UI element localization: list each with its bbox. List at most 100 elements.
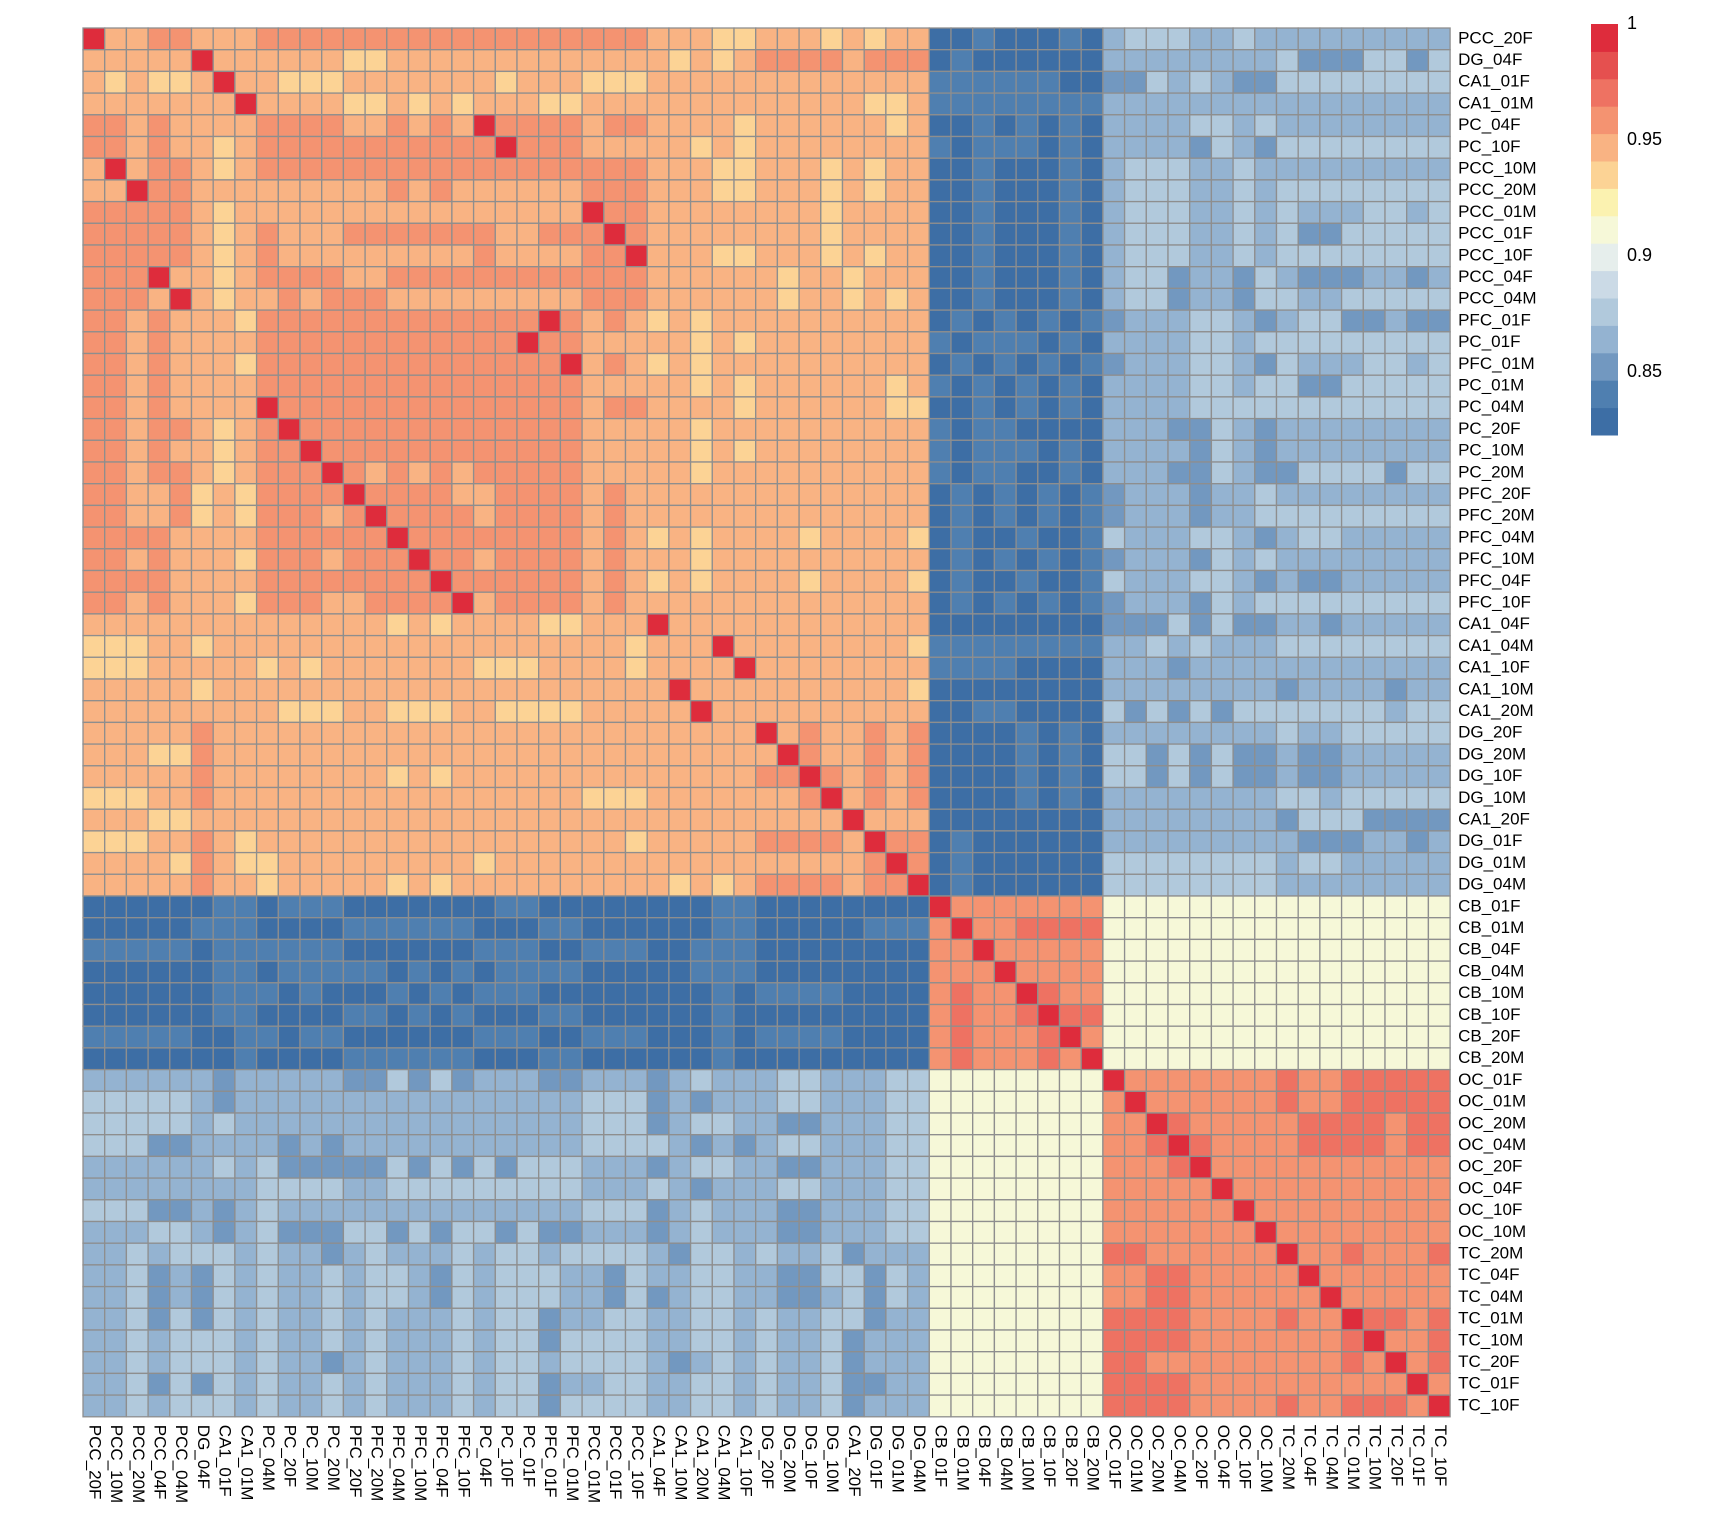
heatmap-cell: [603, 200, 627, 224]
heatmap-cell: [1102, 179, 1126, 203]
heatmap-cell: [342, 417, 366, 441]
heatmap-cell: [1384, 1003, 1408, 1027]
heatmap-cell: [407, 1329, 431, 1353]
heatmap-cell: [1254, 92, 1278, 116]
heatmap-cell: [1080, 938, 1104, 962]
heatmap-cell: [82, 1068, 106, 1092]
heatmap-cell: [82, 591, 106, 615]
heatmap-cell: [668, 1025, 692, 1049]
heatmap-cell: [798, 179, 822, 203]
heatmap-cell: [1037, 1112, 1061, 1136]
heatmap-cell: [1427, 569, 1451, 593]
heatmap-cell: [1319, 417, 1343, 441]
heatmap-cell: [255, 700, 279, 724]
heatmap-cell: [755, 352, 779, 376]
heatmap-cell: [1427, 92, 1451, 116]
heatmap-cell: [1406, 461, 1430, 485]
heatmap-cell: [1210, 417, 1234, 441]
heatmap-cell: [559, 1134, 583, 1158]
heatmap-cell: [906, 1264, 930, 1288]
heatmap-cell: [993, 157, 1017, 181]
heatmap-cell: [841, 439, 865, 463]
heatmap-cell: [125, 678, 149, 702]
heatmap-cell: [1210, 591, 1234, 615]
heatmap-cell: [364, 938, 388, 962]
heatmap-cell: [1037, 808, 1061, 832]
heatmap-cell: [1406, 1351, 1430, 1375]
heatmap-cell: [125, 461, 149, 485]
heatmap-cell: [1102, 1199, 1126, 1223]
heatmap-cell: [364, 114, 388, 138]
heatmap-cell: [1275, 331, 1299, 355]
heatmap-cell: [798, 1199, 822, 1223]
heatmap-cell: [1406, 569, 1430, 593]
heatmap-cell: [277, 786, 301, 810]
heatmap-cell: [321, 1264, 345, 1288]
heatmap-cell: [1037, 1264, 1061, 1288]
heatmap-cell: [798, 873, 822, 897]
heatmap-cell: [581, 938, 605, 962]
heatmap-cell: [342, 1307, 366, 1331]
heatmap-cell: [386, 1068, 410, 1092]
heatmap-cell: [1297, 222, 1321, 246]
heatmap-cell: [906, 222, 930, 246]
heatmap-cell: [1427, 1329, 1451, 1353]
heatmap-cell: [1384, 157, 1408, 181]
heatmap-cell: [277, 1155, 301, 1179]
heatmap-cell: [841, 287, 865, 311]
heatmap-cell: [190, 808, 214, 832]
heatmap-cell: [972, 396, 996, 420]
heatmap-cell: [321, 309, 345, 333]
heatmap-cell: [798, 287, 822, 311]
heatmap-cell: [1254, 461, 1278, 485]
heatmap-cell: [1362, 678, 1386, 702]
heatmap-cell: [407, 765, 431, 789]
heatmap-cell: [906, 1047, 930, 1071]
heatmap-cell: [689, 417, 713, 441]
heatmap-cell: [559, 27, 583, 51]
heatmap-cell: [689, 70, 713, 94]
heatmap-cell: [125, 613, 149, 637]
heatmap-cell: [255, 1112, 279, 1136]
heatmap-cell: [538, 49, 562, 73]
heatmap-cell: [928, 396, 952, 420]
heatmap-cell: [407, 374, 431, 398]
heatmap-cell: [1145, 1285, 1169, 1309]
heatmap-cell: [407, 352, 431, 376]
heatmap-cell: [711, 960, 735, 984]
heatmap-cell: [342, 244, 366, 268]
heatmap-cell: [1189, 873, 1213, 897]
heatmap-cell: [1362, 1025, 1386, 1049]
heatmap-cell: [82, 1394, 106, 1418]
heatmap-cell: [1015, 374, 1039, 398]
heatmap-cell: [1384, 70, 1408, 94]
heatmap-cell: [342, 309, 366, 333]
heatmap-cell: [277, 287, 301, 311]
heatmap-cell: [711, 287, 735, 311]
heatmap-cell: [277, 49, 301, 73]
heatmap-cell: [1189, 92, 1213, 116]
heatmap-cell: [472, 114, 496, 138]
heatmap-cell: [407, 1372, 431, 1396]
heatmap-cell: [733, 569, 757, 593]
heatmap-cell: [928, 49, 952, 73]
heatmap-cell: [277, 808, 301, 832]
heatmap-cell: [538, 1351, 562, 1375]
heatmap-cell: [863, 504, 887, 528]
heatmap-cell: [950, 1285, 974, 1309]
heatmap-cell: [1384, 179, 1408, 203]
heatmap-cell: [125, 439, 149, 463]
heatmap-cell: [972, 439, 996, 463]
heatmap-cell: [1015, 808, 1039, 832]
heatmap-cell: [472, 1003, 496, 1027]
heatmap-cell: [516, 808, 540, 832]
heatmap-cell: [603, 765, 627, 789]
heatmap-cell: [277, 526, 301, 550]
heatmap-cell: [472, 244, 496, 268]
heatmap-cell: [104, 222, 128, 246]
heatmap-cell: [885, 1177, 909, 1201]
heatmap-cell: [798, 1134, 822, 1158]
heatmap-cell: [104, 526, 128, 550]
heatmap-cell: [234, 1134, 258, 1158]
heatmap-cell: [147, 331, 171, 355]
